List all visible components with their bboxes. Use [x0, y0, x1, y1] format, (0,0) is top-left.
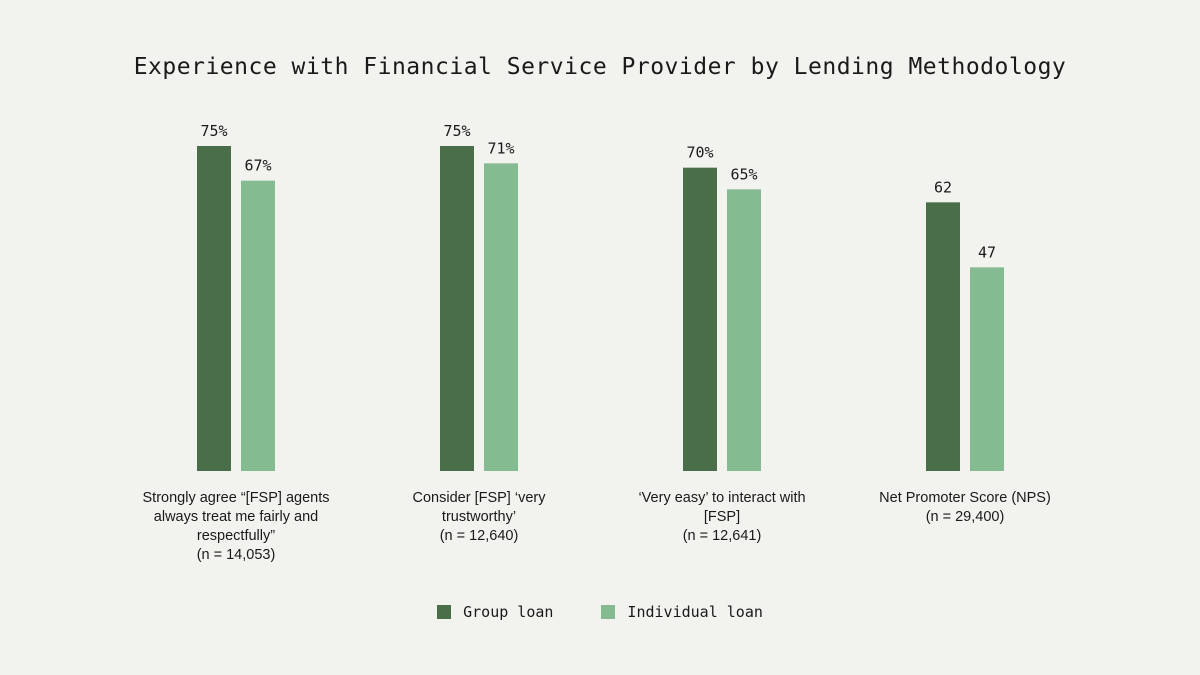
legend-label: Individual loan	[627, 603, 763, 621]
category-label-line: Strongly agree “[FSP] agents	[142, 490, 330, 506]
legend-label: Group loan	[463, 603, 554, 621]
chart-title: Experience with Financial Service Provid…	[133, 54, 1067, 80]
data-label: 75%	[200, 122, 227, 140]
category-label-line: Net Promoter Score (NPS)	[879, 490, 1051, 506]
bar-individual-loan	[970, 267, 1004, 471]
category-label-line: (n = 12,641)	[682, 528, 762, 544]
bar-group-loan	[440, 146, 474, 471]
legend-item: Individual loan	[601, 603, 763, 621]
bar-group-loan	[683, 167, 717, 471]
legend: Group loan Individual loan	[0, 603, 1200, 621]
bar-group-loan	[197, 146, 231, 471]
legend-swatch	[437, 605, 452, 619]
bar-individual-loan	[484, 163, 518, 472]
data-label: 65%	[730, 165, 757, 183]
category-label-line: (n = 12,640)	[439, 528, 519, 544]
category-label-line: respectfully”	[196, 528, 276, 544]
category-label: Consider [FSP] ‘very trustworthy’ (n = 12,…	[359, 489, 599, 546]
category-label-line: trustworthy’	[441, 509, 517, 525]
category-label-line: ‘Very easy’ to interact with	[638, 490, 806, 506]
category-label-line: (n = 14,053)	[196, 547, 276, 563]
data-label: 47	[978, 243, 996, 261]
category-label: Strongly agree “[FSP] agents always treat…	[116, 489, 356, 565]
data-label: 67%	[244, 157, 271, 175]
data-label: 62	[934, 178, 952, 196]
category-label: Net Promoter Score (NPS) (n = 29,400)	[845, 489, 1085, 527]
category-label-line: Consider [FSP] ‘very	[412, 490, 546, 506]
bar-individual-loan	[241, 180, 275, 471]
category-label-line: [FSP]	[703, 509, 741, 525]
data-label: 71%	[487, 139, 514, 157]
legend-item: Group loan	[437, 603, 553, 621]
category-label-line: always treat me fairly and	[153, 509, 319, 525]
bar-individual-loan	[727, 189, 761, 472]
category-label: ‘Very easy’ to interact with [FSP] (n = 12…	[602, 489, 842, 546]
legend-swatch	[601, 605, 616, 619]
category-label-line: (n = 29,400)	[925, 509, 1005, 525]
data-label: 70%	[686, 144, 713, 162]
data-label: 75%	[443, 122, 470, 140]
bar-group-loan	[926, 202, 960, 472]
